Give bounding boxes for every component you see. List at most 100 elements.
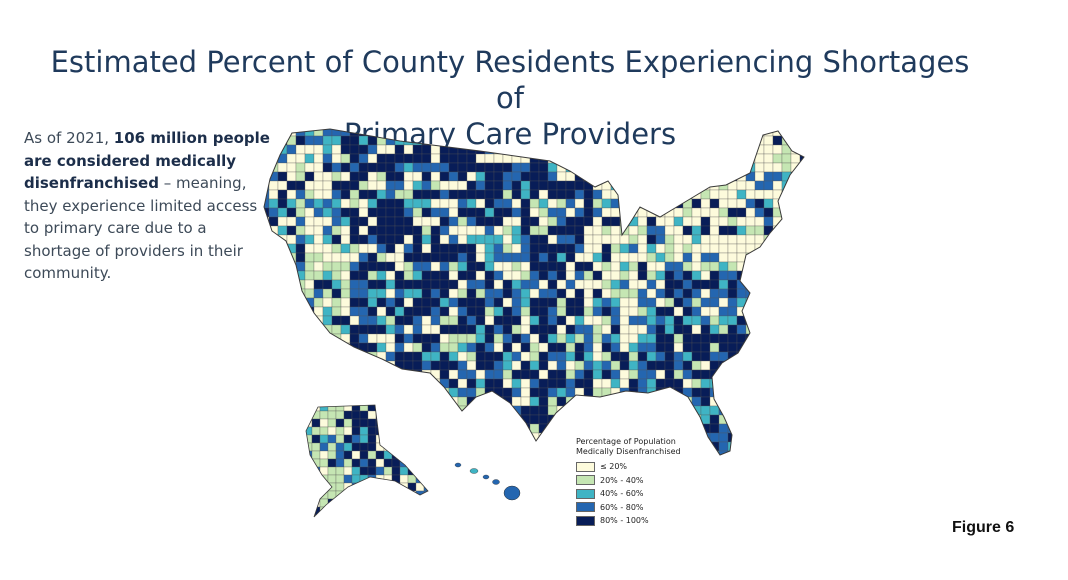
county-cell bbox=[763, 270, 774, 281]
county-cell bbox=[331, 153, 342, 164]
county-cell bbox=[367, 490, 377, 500]
county-cell bbox=[574, 360, 585, 371]
county-cell bbox=[809, 208, 818, 217]
county-cell bbox=[385, 129, 396, 137]
county-cell bbox=[407, 458, 417, 468]
county-cell bbox=[502, 144, 513, 155]
county-cell bbox=[646, 129, 657, 137]
county-cell bbox=[264, 423, 270, 434]
county-cell bbox=[430, 450, 441, 455]
county-cell bbox=[457, 216, 468, 227]
county-cell bbox=[322, 369, 333, 380]
county-cell bbox=[691, 153, 702, 164]
county-cell bbox=[493, 333, 504, 344]
county-cell bbox=[538, 225, 549, 236]
county-cell bbox=[367, 482, 377, 492]
county-cell bbox=[343, 426, 353, 436]
county-cell bbox=[295, 189, 306, 200]
county-cell bbox=[547, 450, 558, 455]
county-cell bbox=[700, 129, 711, 137]
county-cell bbox=[610, 333, 621, 344]
county-cell bbox=[763, 405, 774, 416]
county-cell bbox=[772, 324, 783, 335]
county-cell bbox=[628, 324, 639, 335]
county-cell bbox=[601, 414, 612, 425]
county-cell bbox=[673, 270, 684, 281]
county-cell bbox=[412, 279, 423, 290]
county-cell bbox=[367, 171, 378, 182]
county-cell bbox=[664, 129, 675, 137]
county-cell bbox=[331, 306, 342, 317]
legend: Percentage of Population Medically Disen… bbox=[576, 437, 756, 528]
county-cell bbox=[484, 333, 495, 344]
county-cell bbox=[520, 378, 531, 389]
county-cell bbox=[809, 307, 818, 316]
county-cell bbox=[322, 387, 333, 398]
county-cell bbox=[343, 514, 353, 517]
county-cell bbox=[565, 432, 576, 443]
county-cell bbox=[340, 369, 351, 380]
county-cell bbox=[592, 423, 603, 434]
county-cell bbox=[529, 162, 540, 173]
county-cell bbox=[439, 423, 450, 434]
county-cell bbox=[763, 252, 774, 263]
county-cell bbox=[691, 144, 702, 155]
county-cell bbox=[399, 405, 409, 412]
county-cell bbox=[754, 180, 765, 191]
county-cell bbox=[295, 162, 306, 173]
county-cell bbox=[375, 426, 385, 436]
county-cell bbox=[335, 482, 345, 492]
county-cell bbox=[403, 396, 414, 407]
county-cell bbox=[763, 261, 774, 272]
county-cell bbox=[421, 288, 432, 299]
county-cell bbox=[286, 189, 297, 200]
county-cell bbox=[313, 162, 324, 173]
legend-label: 40% - 60% bbox=[600, 489, 644, 499]
county-cell bbox=[583, 135, 594, 146]
county-cell bbox=[403, 450, 414, 455]
county-cell bbox=[466, 315, 477, 326]
county-cell bbox=[493, 450, 504, 455]
county-cell bbox=[664, 279, 675, 290]
county-cell bbox=[277, 387, 288, 398]
county-cell bbox=[655, 216, 666, 227]
county-cell bbox=[511, 171, 522, 182]
county-cell bbox=[322, 396, 333, 407]
county-cell bbox=[430, 225, 441, 236]
county-cell bbox=[745, 369, 756, 380]
county-cell bbox=[466, 360, 477, 371]
county-cell bbox=[646, 180, 657, 191]
county-cell bbox=[520, 207, 531, 218]
county-cell bbox=[745, 378, 756, 389]
county-cell bbox=[448, 225, 459, 236]
county-cell bbox=[781, 279, 792, 290]
county-cell bbox=[799, 351, 804, 362]
county-cell bbox=[340, 234, 351, 245]
county-cell bbox=[673, 405, 684, 416]
county-cell bbox=[754, 387, 765, 398]
county-cell bbox=[691, 315, 702, 326]
county-cell bbox=[529, 279, 540, 290]
county-cell bbox=[691, 288, 702, 299]
county-cell bbox=[268, 189, 279, 200]
county-cell bbox=[277, 216, 288, 227]
county-cell bbox=[574, 198, 585, 209]
county-cell bbox=[664, 270, 675, 281]
county-cell bbox=[439, 270, 450, 281]
county-cell bbox=[295, 450, 306, 455]
county-cell bbox=[628, 171, 639, 182]
county-cell bbox=[619, 252, 630, 263]
county-cell bbox=[637, 288, 648, 299]
county-cell bbox=[277, 405, 288, 416]
county-cell bbox=[385, 189, 396, 200]
county-cell bbox=[466, 207, 477, 218]
county-cell bbox=[619, 198, 630, 209]
county-cell bbox=[700, 225, 711, 236]
county-cell bbox=[385, 342, 396, 353]
county-cell bbox=[538, 234, 549, 245]
county-cell bbox=[799, 423, 804, 434]
county-cell bbox=[322, 171, 333, 182]
county-cell bbox=[809, 298, 818, 307]
county-cell bbox=[268, 441, 279, 452]
county-cell bbox=[421, 144, 432, 155]
